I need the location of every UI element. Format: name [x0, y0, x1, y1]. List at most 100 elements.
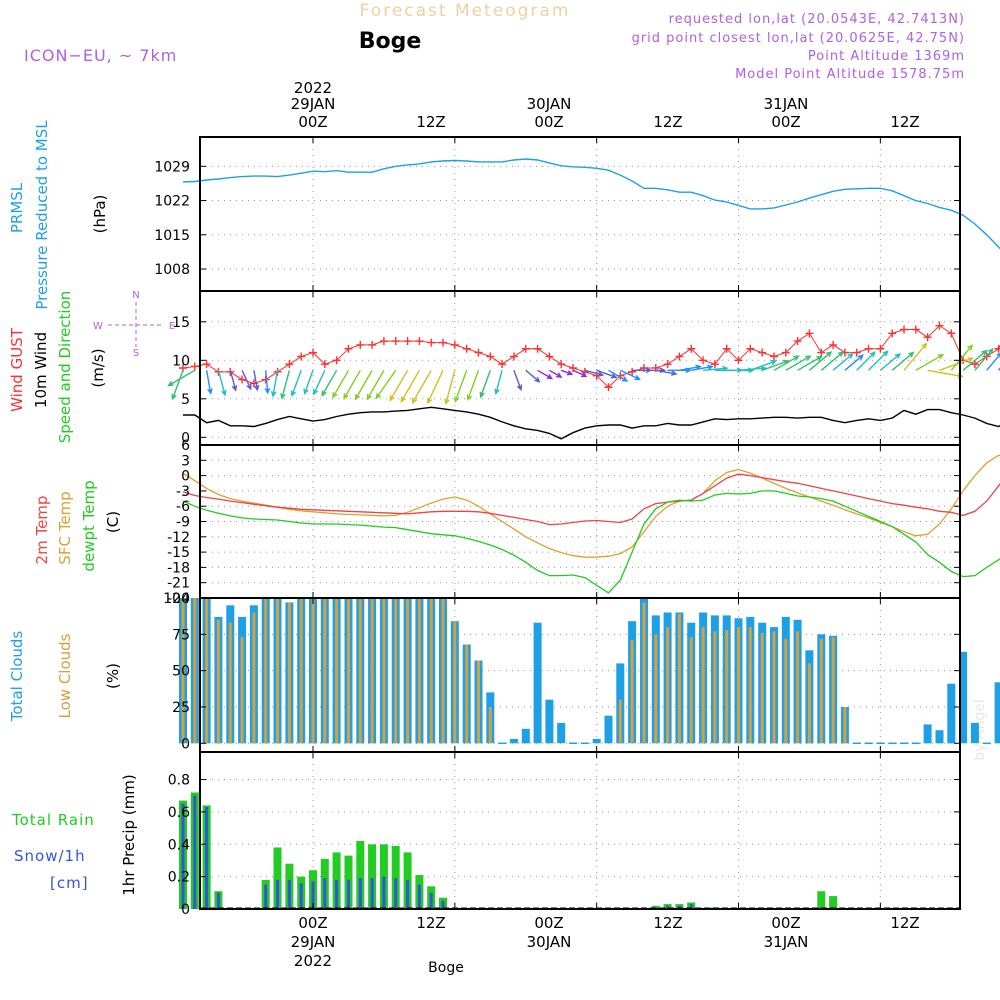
wind-dir-label: Speed and Direction: [56, 291, 74, 444]
wind-arrow: [620, 369, 641, 380]
temp-ytick-label-3: -3: [176, 484, 190, 500]
low-cloud-bar: [725, 630, 729, 744]
temp-ytick-label-5: -9: [176, 515, 190, 531]
gust-marker: [710, 360, 719, 369]
low-cloud-bar: [760, 632, 764, 744]
top-tick-5: 00Z: [771, 113, 800, 131]
gust-marker: [805, 329, 814, 338]
rain-bar: [356, 841, 365, 909]
snow-bar: [677, 905, 681, 909]
low-cloud-bar: [347, 598, 350, 744]
top-tick-6: 12Z: [890, 113, 919, 131]
gust-marker: [403, 337, 412, 346]
gust-marker: [628, 367, 637, 376]
gust-marker: [498, 360, 507, 369]
gust-marker: [450, 340, 459, 349]
temp-ytick-label-10: -24: [167, 591, 190, 607]
wind-arrow: [974, 347, 994, 371]
clouds-ytick-label-4: 100: [163, 591, 190, 607]
gust-marker: [604, 383, 613, 392]
wind-arrow: [411, 369, 432, 404]
gust-marker: [970, 360, 979, 369]
top-tick-2: 12Z: [416, 113, 445, 131]
total-cloud-label: Total Clouds: [8, 631, 26, 723]
temp-ytick-label-6: -12: [167, 530, 190, 546]
total-cloud-bar: [545, 699, 554, 744]
gust-marker: [852, 348, 861, 357]
prmsl-label: PRMSL: [8, 182, 26, 233]
wind-arrow: [171, 370, 184, 401]
precip-ytick-label-0: 0: [181, 902, 190, 918]
gust-marker: [699, 356, 708, 365]
low-cloud-bar: [784, 638, 788, 744]
compass-s: S: [133, 348, 139, 359]
snow-bar: [689, 904, 693, 909]
temp-ytick-label-9: -21: [167, 576, 190, 592]
low-cloud-bar: [193, 598, 197, 744]
model-label: ICON−EU, ~ 7km: [24, 46, 177, 65]
gust-marker: [746, 344, 755, 353]
low-cloud-bar: [477, 660, 480, 744]
wind-arrow: [879, 352, 902, 371]
gust-marker: [238, 375, 247, 384]
product-title: Forecast Meteogram: [360, 1, 571, 21]
pressure-ytick-label-1: 1015: [154, 228, 190, 244]
gust-marker: [781, 348, 790, 357]
wind-arrow: [167, 369, 196, 387]
wind-arrow: [773, 355, 800, 371]
wind-arrow: [264, 370, 271, 395]
total-cloud-bar: [557, 722, 566, 744]
wind-compass: N S W E: [93, 290, 175, 359]
low-cloud-bar: [370, 598, 374, 744]
snow-bar: [205, 807, 209, 909]
location-title: Boge: [359, 29, 422, 54]
clouds-ytick-label-0: 0: [181, 736, 190, 752]
wind-arrow: [915, 353, 945, 371]
compass-e: E: [169, 321, 175, 332]
wind-arrow: [321, 369, 338, 397]
low-cloud-bar: [417, 598, 421, 744]
dewpt-label: dewpt Temp: [80, 480, 98, 571]
pressure-unit: (hPa): [91, 195, 109, 234]
tsfc-label: SFC Temp: [56, 491, 74, 564]
low-cloud-bar: [807, 663, 811, 744]
snow-bar: [441, 900, 445, 909]
total-cloud-bar: [970, 722, 979, 744]
wind-speed-line: [183, 406, 1000, 440]
frame-layer: [199, 136, 961, 910]
low-cloud-bar: [406, 598, 410, 744]
total-cloud-bar: [533, 622, 542, 744]
snow-bar: [666, 905, 670, 909]
total-cloud-bar: [935, 730, 944, 744]
wind-arrow: [400, 369, 421, 403]
snow-unit-label: [cm]: [50, 874, 89, 892]
low-cloud-bar: [772, 631, 776, 744]
wind-arrow: [303, 370, 314, 396]
low-cloud-bar: [796, 631, 800, 744]
total-cloud-bar: [923, 724, 932, 744]
precip-ylabel: 1hr Precip (mm): [120, 774, 138, 895]
gust-marker: [687, 344, 696, 353]
footer-location: Boge: [428, 960, 464, 976]
temp-ytick-label-0: 6: [181, 438, 190, 454]
top-date-label-1: 29JAN: [291, 95, 336, 113]
bottom-date-label-3: 31JAN: [764, 933, 809, 951]
low-cloud-bar: [488, 707, 492, 744]
snow-bar: [394, 878, 398, 909]
compass-n: N: [132, 290, 139, 301]
temp-ytick-label-2: 0: [181, 469, 190, 485]
low-cloud-label: Low Clouds: [56, 633, 74, 718]
low-cloud-bar: [701, 627, 705, 744]
snow-bar: [181, 803, 185, 909]
wind-arrow: [868, 350, 889, 371]
total-cloud-bar: [959, 651, 968, 744]
gust-marker: [509, 352, 518, 361]
bottom-year-label: 2022: [294, 952, 332, 970]
wind-arrow: [856, 351, 876, 371]
low-cloud-bar: [228, 622, 232, 744]
temp-ytick-label-1: 3: [181, 453, 190, 469]
top-date-label-3: 31JAN: [764, 95, 809, 113]
gust-marker: [829, 340, 838, 349]
low-cloud-bar: [358, 598, 362, 744]
